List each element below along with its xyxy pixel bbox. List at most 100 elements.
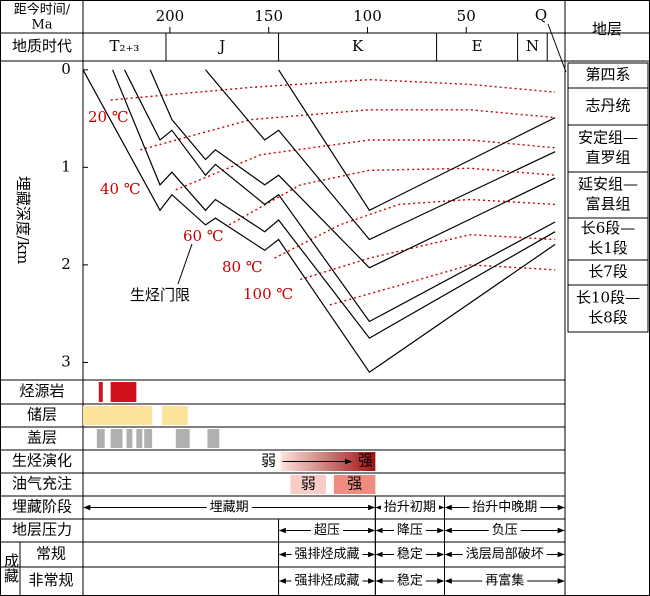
stratum-label: 延安组— xyxy=(578,175,638,193)
label-bg xyxy=(488,521,521,540)
row-label: 地层压力 xyxy=(12,521,72,539)
accumulation-label: 成藏 xyxy=(2,553,20,584)
interval-label: 再富集 xyxy=(485,573,524,589)
interval-box xyxy=(110,382,137,402)
label-bg xyxy=(206,498,252,517)
stratum-label: 直罗组 xyxy=(585,149,630,167)
isotherm xyxy=(110,78,556,101)
isotherm xyxy=(329,264,556,306)
label-bg xyxy=(393,572,426,590)
stratum-label: 富县组 xyxy=(585,195,630,213)
x-axis-label: 距今时间/ xyxy=(14,2,71,18)
interval-box xyxy=(83,406,153,425)
y-tick-label: 3 xyxy=(61,352,71,370)
strata-title: 地层 xyxy=(592,20,622,38)
isotherm-label: 60 ℃ xyxy=(183,227,224,245)
stratum-label: 长1段 xyxy=(588,239,628,257)
burial-line xyxy=(149,69,556,269)
stratum-label: 长7段 xyxy=(588,263,628,281)
interval-label: 埋藏期 xyxy=(210,500,249,515)
row-label: 非常规 xyxy=(28,571,73,589)
interval-label: 负压 xyxy=(492,523,518,538)
isotherm xyxy=(300,233,556,281)
period-label: N xyxy=(526,37,539,55)
interval-label: 强排烃成藏 xyxy=(294,547,359,562)
stratum-label: 安定组— xyxy=(578,129,638,147)
interval-label: 降压 xyxy=(397,523,423,538)
label-bg xyxy=(393,545,426,564)
label-bg xyxy=(291,572,363,590)
interval-label: 稳定 xyxy=(397,546,423,562)
threshold-label: 生烃门限 xyxy=(130,286,190,304)
row-label: 常规 xyxy=(36,545,66,563)
y-axis-label: 埋藏深度/km xyxy=(14,176,32,264)
row-label: 盖层 xyxy=(27,429,57,447)
interval-label: 抬升中晚期 xyxy=(472,500,537,515)
interval-label: 强 xyxy=(347,475,362,493)
stratum-label: 长6段— xyxy=(581,219,636,237)
interval-label: 超压 xyxy=(314,523,340,538)
interval-box xyxy=(96,429,105,448)
label-bg xyxy=(393,521,426,540)
interval-box xyxy=(175,429,190,448)
x-tick-label: 50 xyxy=(457,7,476,25)
x-axis-label: Ma xyxy=(31,18,52,33)
gradient-from: 弱 xyxy=(261,452,276,470)
stratum-label: 长10段— xyxy=(576,289,640,307)
interval-box xyxy=(333,475,376,494)
isotherm-label: 40 ℃ xyxy=(100,180,141,198)
isotherm xyxy=(274,198,556,259)
interval-box xyxy=(110,429,123,448)
threshold-leader xyxy=(177,243,193,285)
label-bg xyxy=(469,498,541,517)
stratum-label: 志丹统 xyxy=(585,97,630,115)
label-bg xyxy=(482,572,528,590)
stratum-label: 第四系 xyxy=(585,66,630,84)
gradient-to: 强 xyxy=(358,452,373,470)
period-label: J xyxy=(217,37,225,55)
isotherm-label: 20 ℃ xyxy=(88,108,129,126)
interval-label: 强排烃成藏 xyxy=(294,574,359,589)
period-label: E xyxy=(472,37,483,55)
label-bg xyxy=(291,545,363,564)
interval-label: 弱 xyxy=(301,475,316,493)
interval-label: 稳定 xyxy=(397,573,423,589)
interval-box xyxy=(207,429,220,448)
interval-box xyxy=(144,429,153,448)
burial-line xyxy=(123,69,556,323)
q-label: Q xyxy=(535,6,547,24)
stratum-label: 长8段 xyxy=(588,309,628,327)
periods-label: 地质时代 xyxy=(12,37,72,55)
burial-line xyxy=(278,69,556,212)
interval-label: 浅层局部破坏 xyxy=(466,547,544,562)
y-tick-label: 0 xyxy=(61,60,71,78)
row-label: 储层 xyxy=(27,406,57,424)
burial-line xyxy=(112,69,556,339)
y-tick-label: 1 xyxy=(61,157,71,175)
x-tick-label: 200 xyxy=(156,7,185,25)
period-label: K xyxy=(352,37,364,55)
interval-label: 抬升初期 xyxy=(384,500,436,515)
burial-line xyxy=(205,69,556,241)
row-label: 烃源岩 xyxy=(19,382,64,400)
row-label: 生烃演化 xyxy=(12,452,72,470)
isotherm xyxy=(175,139,556,191)
y-tick-label: 2 xyxy=(61,255,71,273)
label-bg xyxy=(310,521,343,540)
row-label: 油气充注 xyxy=(12,475,72,493)
q-leader xyxy=(547,23,567,73)
burial-line xyxy=(82,69,556,374)
interval-box xyxy=(290,475,326,494)
x-tick-label: 150 xyxy=(254,7,283,25)
label-bg xyxy=(380,498,439,517)
isotherm-label: 100 ℃ xyxy=(243,285,293,303)
isotherm xyxy=(140,109,556,151)
stratum-box xyxy=(567,284,649,333)
interval-box xyxy=(136,429,143,448)
interval-box xyxy=(126,429,133,448)
isotherm-label: 80 ℃ xyxy=(222,258,263,276)
label-bg xyxy=(462,545,547,564)
row-label: 埋藏阶段 xyxy=(12,498,72,516)
